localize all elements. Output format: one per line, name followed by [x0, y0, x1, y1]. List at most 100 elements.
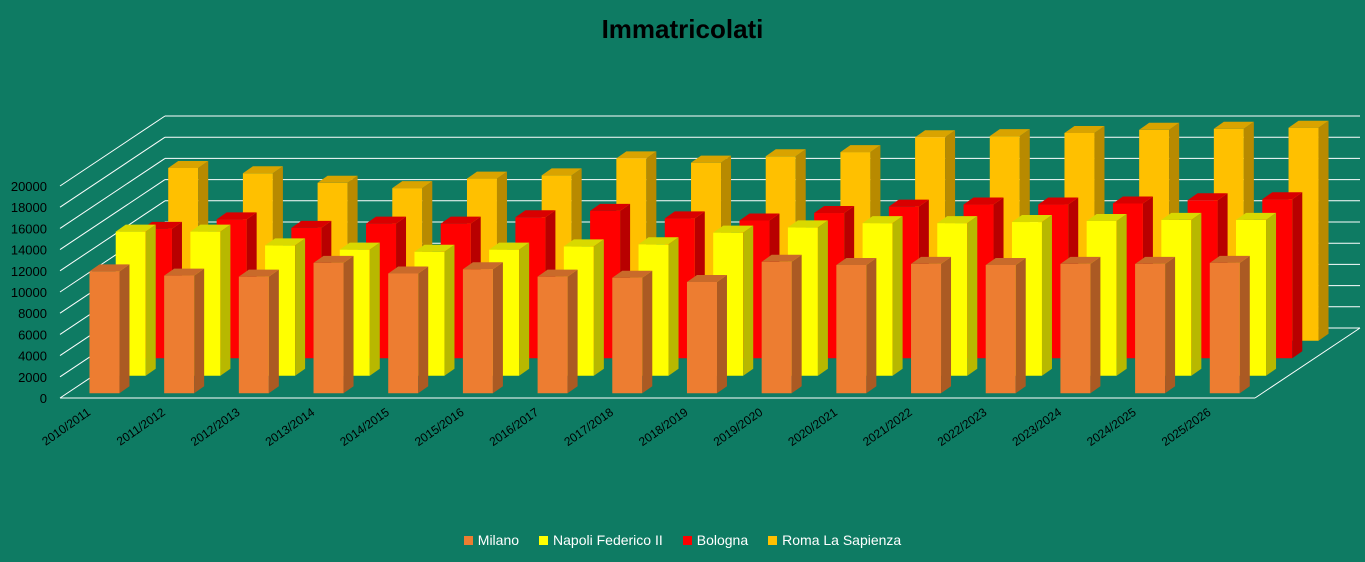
bar-top: [563, 239, 604, 247]
bar-top: [787, 220, 828, 228]
bar-side: [145, 224, 156, 376]
bar-top: [238, 269, 279, 277]
bar-milano: [761, 254, 802, 394]
bar-side: [492, 262, 503, 394]
bar-front: [238, 276, 269, 394]
legend-item: Napoli Federico II: [539, 532, 663, 548]
bar-front: [1060, 263, 1091, 394]
bar-top: [190, 224, 231, 232]
bar-top: [691, 155, 732, 163]
bar-side: [1292, 192, 1303, 359]
bar-napoli-federico-ii: [339, 242, 380, 376]
bar-milano: [238, 269, 279, 394]
x-tick-label: 2017/2018: [561, 405, 616, 449]
bar-top: [1064, 125, 1105, 133]
bar-front: [537, 276, 568, 394]
y-tick-label: 16000: [11, 221, 47, 236]
bar-top: [739, 213, 780, 221]
bar-side: [567, 269, 578, 394]
y-tick-label: 12000: [11, 264, 47, 279]
bar-milano: [462, 262, 503, 394]
bar-side: [1116, 213, 1127, 376]
bar-side: [519, 242, 530, 376]
legend-label: Milano: [477, 532, 520, 548]
y-tick-label: 4000: [18, 349, 47, 364]
y-tick-label: 2000: [18, 370, 47, 385]
floor-right-edge: [1254, 327, 1361, 399]
bar-side: [1318, 120, 1329, 341]
y-tick-label: 8000: [18, 306, 47, 321]
y-tick-label: 20000: [11, 179, 47, 194]
bar-milano: [911, 256, 952, 394]
bar-top: [489, 242, 530, 250]
y-tick-label: 0: [40, 391, 47, 406]
bar-top: [888, 199, 929, 207]
bar-side: [593, 239, 604, 376]
y-tick-label: 18000: [11, 200, 47, 215]
y-tick-label: 6000: [18, 327, 47, 342]
bar-side: [716, 274, 727, 394]
bar-top: [911, 256, 952, 264]
x-tick-label: 2024/2025: [1084, 405, 1139, 449]
legend-label: Bologna: [696, 532, 749, 548]
legend-label: Roma La Sapienza: [782, 532, 902, 548]
legend-item: Milano: [463, 532, 520, 548]
bar-top: [713, 225, 754, 233]
bar-top: [616, 151, 657, 159]
bar-top: [1236, 212, 1277, 220]
bar-top: [242, 166, 283, 174]
bar-top: [1161, 212, 1202, 220]
x-tick-label: 2020/2021: [785, 405, 840, 449]
bar-top: [664, 211, 705, 219]
bar-side: [642, 270, 653, 394]
bar-side: [941, 256, 952, 394]
bar-side: [1041, 215, 1052, 376]
legend-label: Napoli Federico II: [553, 532, 663, 548]
bar-side: [1165, 256, 1176, 394]
bar-top: [915, 130, 956, 138]
bar-top: [590, 203, 631, 211]
x-tick-label: 2018/2019: [636, 405, 691, 449]
bar-top: [317, 175, 358, 183]
bar-top: [1086, 213, 1127, 221]
gridline-side: [59, 200, 166, 272]
x-tick-label: 2011/2012: [114, 405, 168, 449]
bar-milano: [1209, 255, 1250, 394]
bar-top: [440, 216, 481, 224]
x-tick-label: 2023/2024: [1010, 405, 1065, 449]
gridline-side: [59, 179, 166, 251]
chart-plot-area: 0 2000 4000 6000 8000 10000 12000 14000 16000 180…: [11, 115, 1361, 449]
bar-milano: [985, 257, 1026, 394]
bar-milano: [89, 264, 130, 394]
x-tick-label: 2013/2014: [263, 405, 318, 449]
bar-top: [1038, 197, 1079, 205]
bar-side: [1015, 257, 1026, 394]
bar-top: [1209, 255, 1250, 263]
bar-milano: [164, 268, 205, 394]
bar-front: [761, 261, 792, 394]
bar-front: [89, 271, 120, 394]
bar-top: [761, 254, 802, 262]
bar-milano: [313, 255, 354, 394]
bar-top: [638, 237, 679, 245]
bar-top: [1011, 215, 1052, 223]
bar-top: [1262, 192, 1303, 200]
legend-item: Roma La Sapienza: [768, 532, 901, 548]
bar-side: [268, 269, 279, 394]
bar-top: [168, 160, 209, 168]
bar-side: [1191, 212, 1202, 376]
bar-milano: [836, 257, 877, 394]
bar-top: [836, 257, 877, 265]
y-axis: 0 2000 4000 6000 8000 10000 12000 14000 16000 180…: [11, 179, 47, 406]
bar-top: [1139, 122, 1180, 130]
bar-top: [1135, 256, 1176, 264]
legend-swatch: [539, 535, 549, 545]
bar-front: [985, 264, 1016, 394]
bar-front: [388, 273, 419, 394]
bar-front: [1135, 263, 1166, 394]
bar-side: [866, 257, 877, 394]
bar-front: [911, 263, 942, 394]
bar-milano: [388, 266, 429, 394]
bar-top: [1213, 121, 1254, 129]
bar-side: [444, 244, 455, 376]
